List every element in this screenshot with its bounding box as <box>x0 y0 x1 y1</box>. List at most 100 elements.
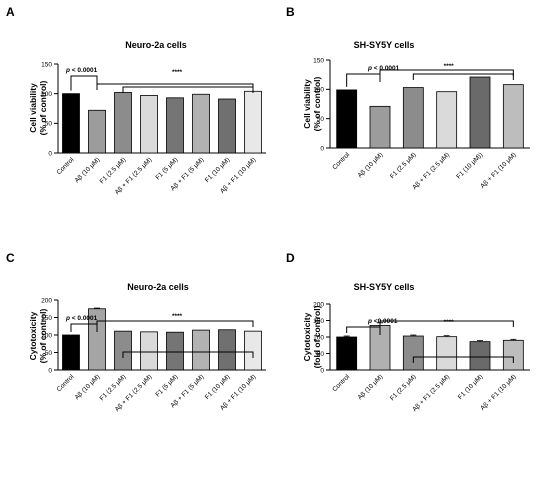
y-tick-label: 100 <box>41 332 52 339</box>
p-value-bracket <box>70 75 98 91</box>
x-tick-label: Aβ + F1 (2.5 μM) <box>411 151 451 191</box>
bar-2 <box>88 109 106 154</box>
p-value-bracket <box>346 326 381 335</box>
x-tick-label: F1 (10 μM)) <box>455 151 484 180</box>
chart-title: Neuro-2a cells <box>127 282 189 292</box>
y-tick-label: 50 <box>317 116 325 123</box>
x-tick-label: Control <box>56 156 76 176</box>
y-axis-label-line: Cytotoxicity <box>28 311 38 360</box>
y-tick-label: 150 <box>313 318 324 325</box>
y-axis-label-line: Cell viability <box>28 83 38 133</box>
bar-2 <box>369 105 391 149</box>
bar-1 <box>62 334 80 371</box>
p-value-bracket <box>70 323 98 332</box>
y-tick-label: 100 <box>313 87 324 94</box>
treatment-bracket-top <box>96 320 254 327</box>
y-axis-label-line: (% of control) <box>312 76 322 131</box>
y-tick-label: 200 <box>41 297 52 304</box>
y-tick-label: 50 <box>45 121 53 128</box>
bar-4 <box>436 336 458 371</box>
y-axis-label-line: (fold of control) <box>312 305 322 368</box>
bar-4 <box>436 91 458 149</box>
bar-3 <box>114 92 132 154</box>
significance-stars: **** <box>172 313 183 320</box>
x-tick-label: F1 (10 μM) <box>457 373 485 401</box>
bar-3 <box>402 87 424 149</box>
y-axis-label-line: (% of control) <box>38 308 48 363</box>
y-axis-label: Cytotoxicity(fold of control) <box>302 305 322 368</box>
x-tick-label: F1 (10 μM) <box>204 373 232 401</box>
bar-3 <box>114 330 132 371</box>
y-tick-label: 0 <box>320 145 324 152</box>
y-tick-label: 100 <box>313 334 324 341</box>
chart-panel-b: B SH-SY5Y cells Cell viability(% of contro… <box>286 5 530 191</box>
significance-stars: **** <box>172 69 183 76</box>
y-tick-label: 150 <box>41 315 52 322</box>
significance-stars: **** <box>444 63 455 70</box>
panel-letter: B <box>286 5 295 19</box>
p-value-label: p < 0.0001 <box>367 65 400 72</box>
y-axis-label: Cytotoxicity(% of control) <box>28 308 48 363</box>
x-tick-label: F1 (5 μM) <box>154 373 179 398</box>
p-letter: p <box>65 67 70 74</box>
y-tick-label: 0 <box>48 150 52 157</box>
chart-title: Neuro-2a cells <box>125 40 187 50</box>
bar-5 <box>469 76 491 149</box>
y-tick-label: 150 <box>313 57 324 64</box>
treatment-bracket-top <box>379 320 514 327</box>
x-tick-label: Aβ + F1 (2.5 μM) <box>411 373 451 413</box>
bar-8 <box>244 90 262 154</box>
x-tick-label: Aβ (10 μM) <box>357 373 385 401</box>
bar-5 <box>166 331 184 371</box>
p-value-text: < 0.0001 <box>372 65 400 72</box>
x-tick-label: F1 (10 μM) <box>204 156 232 184</box>
chart-title: SH-SY5Y cells <box>354 282 415 292</box>
p-value-label: p < 0.0001 <box>65 67 98 74</box>
treatment-bracket-top <box>379 69 514 76</box>
bar-6 <box>192 329 210 371</box>
x-tick-label: F1 (2.5 μM) <box>389 373 418 402</box>
y-tick-label: 150 <box>41 61 52 68</box>
bar-4 <box>140 95 158 154</box>
bar-1 <box>336 336 358 371</box>
p-letter: p <box>65 315 70 322</box>
y-axis-label: Cell viability(% of control) <box>302 76 322 131</box>
treatment-bracket-bottom <box>122 351 254 358</box>
treatment-bracket-bottom <box>412 73 514 80</box>
chart-panel-c: C Neuro-2a cells Cytotoxicity(% of control… <box>6 251 266 413</box>
panel-letter: A <box>6 5 15 19</box>
treatment-bracket-bottom <box>412 356 514 363</box>
y-tick-label: 50 <box>45 350 53 357</box>
x-tick-label: Aβ (10 μM) <box>74 156 102 184</box>
x-tick-label: Control <box>331 151 351 171</box>
p-letter: p <box>367 65 372 72</box>
y-tick-label: 50 <box>317 351 325 358</box>
y-tick-label: 100 <box>41 91 52 98</box>
y-tick-label: 0 <box>320 367 324 374</box>
x-tick-label: Aβ + F1 (10 μM) <box>479 373 517 411</box>
panel-letter: C <box>6 251 15 265</box>
x-tick-label: Aβ (10 μM) <box>74 373 102 401</box>
bar-7 <box>218 329 236 371</box>
p-letter: p <box>367 318 372 325</box>
chart-panel-d: D SH-SY5Y cells Cytotoxicity(fold of contr… <box>286 251 530 413</box>
x-tick-label: Aβ + F1 (10 μM) <box>479 151 517 189</box>
treatment-bracket-bottom <box>122 86 254 93</box>
p-value-bracket <box>346 73 381 87</box>
bar-1 <box>336 89 358 149</box>
p-value-text: < 0.0001 <box>70 315 98 322</box>
bar-5 <box>166 97 184 154</box>
x-tick-label: Control <box>331 373 351 393</box>
p-value-text: < 0.0001 <box>70 67 98 74</box>
bar-1 <box>62 93 80 154</box>
panel-letter: D <box>286 251 295 265</box>
bar-7 <box>218 98 236 154</box>
p-value-label: p < 0.0001 <box>65 315 98 322</box>
bar-6 <box>502 339 524 371</box>
chart-panel-a: A Neuro-2a cells Cell viability(% of contr… <box>6 5 266 196</box>
bar-3 <box>402 335 424 371</box>
bar-8 <box>244 330 262 371</box>
y-tick-label: 200 <box>313 301 324 308</box>
chart-title: SH-SY5Y cells <box>354 40 415 50</box>
